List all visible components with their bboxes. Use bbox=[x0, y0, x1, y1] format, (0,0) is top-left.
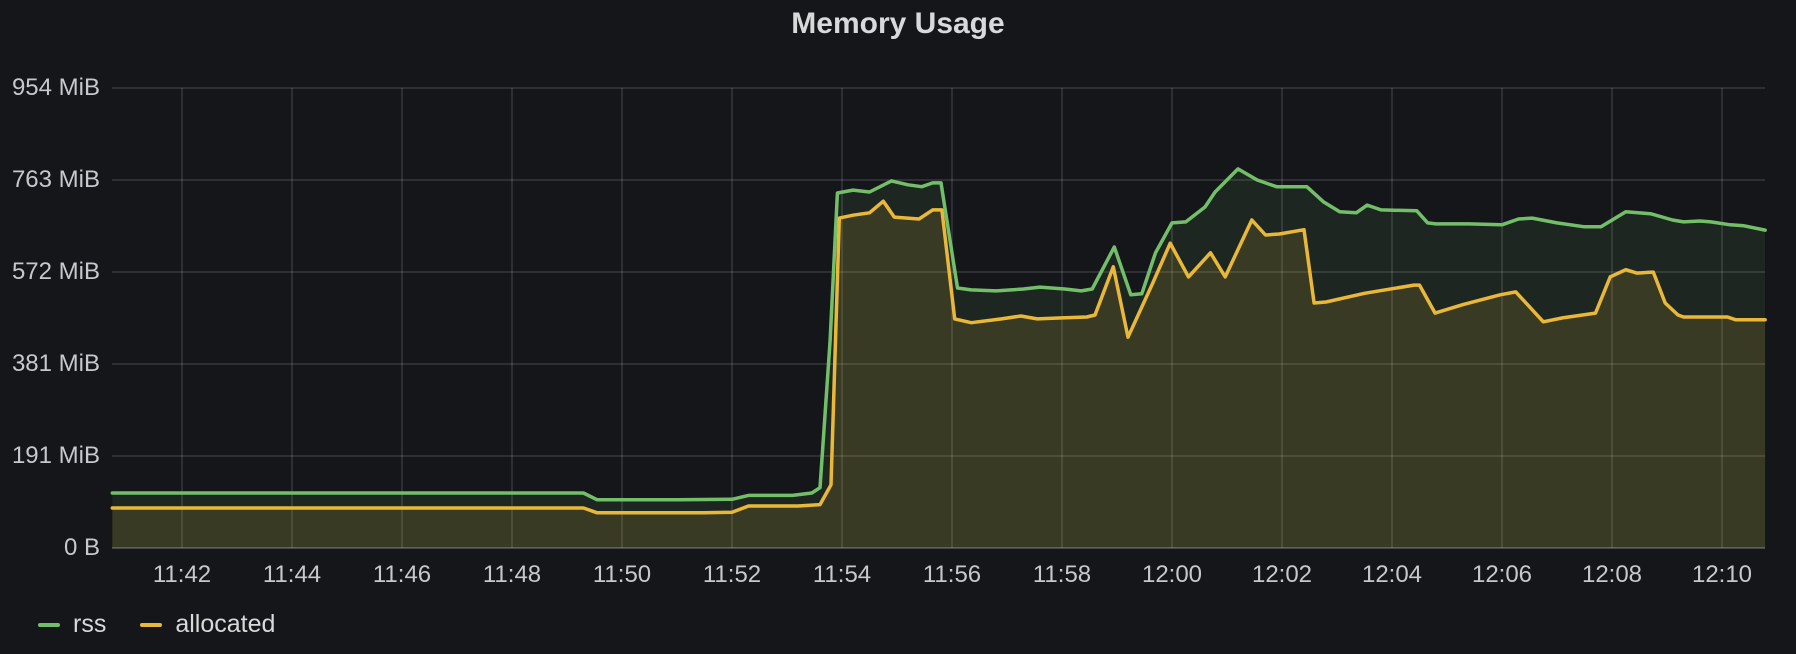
panel-title: Memory Usage bbox=[791, 7, 1005, 40]
horizontal-gridlines bbox=[112, 87, 1765, 458]
allocated-legend-label: allocated bbox=[175, 610, 276, 638]
legend-item-rss[interactable]: rss bbox=[38, 610, 106, 639]
allocated-area-fill bbox=[112, 201, 1766, 548]
legend: rss allocated bbox=[38, 610, 275, 639]
rss-area-fill bbox=[112, 168, 1766, 548]
rss-legend-swatch-icon bbox=[38, 622, 60, 627]
allocated-legend-swatch-icon bbox=[140, 622, 163, 627]
rss-legend-label: rss bbox=[73, 610, 107, 638]
allocated-line bbox=[110, 199, 1767, 515]
rss-line bbox=[110, 167, 1767, 502]
legend-item-allocated[interactable]: allocated bbox=[140, 610, 275, 639]
